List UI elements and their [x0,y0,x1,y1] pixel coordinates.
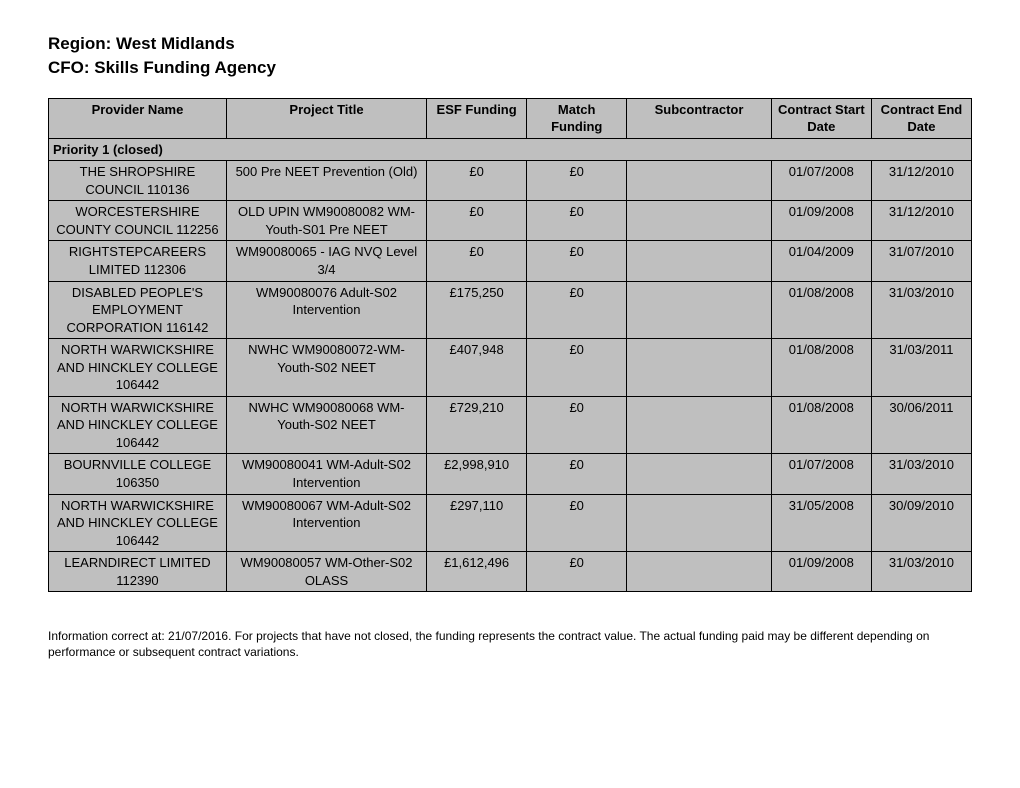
cell-match: £0 [527,454,627,494]
cell-project: OLD UPIN WM90080082 WM-Youth-S01 Pre NEE… [226,201,426,241]
cell-start-date: 01/08/2008 [771,396,871,454]
table-row: LEARNDIRECT LIMITED 112390WM90080057 WM-… [49,552,972,592]
cell-provider: DISABLED PEOPLE'S EMPLOYMENT CORPORATION… [49,281,227,339]
cell-provider: THE SHROPSHIRE COUNCIL 110136 [49,161,227,201]
cell-project: WM90080041 WM-Adult-S02 Intervention [226,454,426,494]
funding-table: Provider Name Project Title ESF Funding … [48,98,972,593]
cell-subcontractor [627,241,772,281]
table-row: NORTH WARWICKSHIRE AND HINCKLEY COLLEGE … [49,339,972,397]
table-body: Priority 1 (closed) THE SHROPSHIRE COUNC… [49,138,972,592]
table-row: BOURNVILLE COLLEGE 106350WM90080041 WM-A… [49,454,972,494]
cell-start-date: 01/09/2008 [771,552,871,592]
table-row: DISABLED PEOPLE'S EMPLOYMENT CORPORATION… [49,281,972,339]
cell-end-date: 31/03/2010 [871,454,971,494]
document-header: Region: West Midlands CFO: Skills Fundin… [48,32,972,80]
table-row: RIGHTSTEPCAREERS LIMITED 112306WM9008006… [49,241,972,281]
cell-start-date: 01/08/2008 [771,281,871,339]
cell-end-date: 31/12/2010 [871,201,971,241]
cell-match: £0 [527,494,627,552]
cell-start-date: 01/07/2008 [771,454,871,494]
cell-project: WM90080065 - IAG NVQ Level 3/4 [226,241,426,281]
cell-subcontractor [627,494,772,552]
cell-provider: NORTH WARWICKSHIRE AND HINCKLEY COLLEGE … [49,396,227,454]
cell-esf: £407,948 [427,339,527,397]
column-header-match: Match Funding [527,98,627,138]
section-row: Priority 1 (closed) [49,138,972,161]
cell-project: WM90080057 WM-Other-S02 OLASS [226,552,426,592]
cell-match: £0 [527,339,627,397]
cell-project: WM90080076 Adult-S02 Intervention [226,281,426,339]
cell-match: £0 [527,281,627,339]
region-line: Region: West Midlands [48,32,972,56]
cell-esf: £297,110 [427,494,527,552]
cell-project: NWHC WM90080068 WM-Youth-S02 NEET [226,396,426,454]
cell-start-date: 31/05/2008 [771,494,871,552]
cell-end-date: 31/03/2011 [871,339,971,397]
cell-end-date: 31/12/2010 [871,161,971,201]
cell-match: £0 [527,241,627,281]
cell-match: £0 [527,552,627,592]
table-row: NORTH WARWICKSHIRE AND HINCKLEY COLLEGE … [49,396,972,454]
table-row: THE SHROPSHIRE COUNCIL 110136500 Pre NEE… [49,161,972,201]
cell-provider: NORTH WARWICKSHIRE AND HINCKLEY COLLEGE … [49,339,227,397]
section-label: Priority 1 (closed) [49,138,972,161]
cell-project: NWHC WM90080072-WM-Youth-S02 NEET [226,339,426,397]
cell-project: 500 Pre NEET Prevention (Old) [226,161,426,201]
table-row: WORCESTERSHIRE COUNTY COUNCIL 112256OLD … [49,201,972,241]
cell-esf: £0 [427,161,527,201]
cell-subcontractor [627,339,772,397]
cfo-line: CFO: Skills Funding Agency [48,56,972,80]
cell-subcontractor [627,396,772,454]
cell-provider: LEARNDIRECT LIMITED 112390 [49,552,227,592]
cell-end-date: 31/03/2010 [871,552,971,592]
cell-start-date: 01/08/2008 [771,339,871,397]
cell-provider: RIGHTSTEPCAREERS LIMITED 112306 [49,241,227,281]
table-row: NORTH WARWICKSHIRE AND HINCKLEY COLLEGE … [49,494,972,552]
footer-note: Information correct at: 21/07/2016. For … [48,628,972,660]
column-header-end-date: Contract End Date [871,98,971,138]
column-header-project: Project Title [226,98,426,138]
table-header-row: Provider Name Project Title ESF Funding … [49,98,972,138]
cell-project: WM90080067 WM-Adult-S02 Intervention [226,494,426,552]
cell-subcontractor [627,454,772,494]
cell-end-date: 31/07/2010 [871,241,971,281]
cell-provider: NORTH WARWICKSHIRE AND HINCKLEY COLLEGE … [49,494,227,552]
cell-esf: £2,998,910 [427,454,527,494]
cell-end-date: 30/09/2010 [871,494,971,552]
column-header-subcontractor: Subcontractor [627,98,772,138]
cell-subcontractor [627,552,772,592]
column-header-esf: ESF Funding [427,98,527,138]
cell-esf: £729,210 [427,396,527,454]
column-header-provider: Provider Name [49,98,227,138]
cell-esf: £1,612,496 [427,552,527,592]
cell-end-date: 31/03/2010 [871,281,971,339]
cell-esf: £0 [427,201,527,241]
cell-start-date: 01/07/2008 [771,161,871,201]
cell-match: £0 [527,161,627,201]
cell-match: £0 [527,201,627,241]
cell-esf: £175,250 [427,281,527,339]
column-header-start-date: Contract Start Date [771,98,871,138]
cell-subcontractor [627,201,772,241]
cell-subcontractor [627,161,772,201]
cell-start-date: 01/09/2008 [771,201,871,241]
cell-provider: WORCESTERSHIRE COUNTY COUNCIL 112256 [49,201,227,241]
cell-subcontractor [627,281,772,339]
cell-end-date: 30/06/2011 [871,396,971,454]
cell-match: £0 [527,396,627,454]
cell-start-date: 01/04/2009 [771,241,871,281]
cell-provider: BOURNVILLE COLLEGE 106350 [49,454,227,494]
cell-esf: £0 [427,241,527,281]
